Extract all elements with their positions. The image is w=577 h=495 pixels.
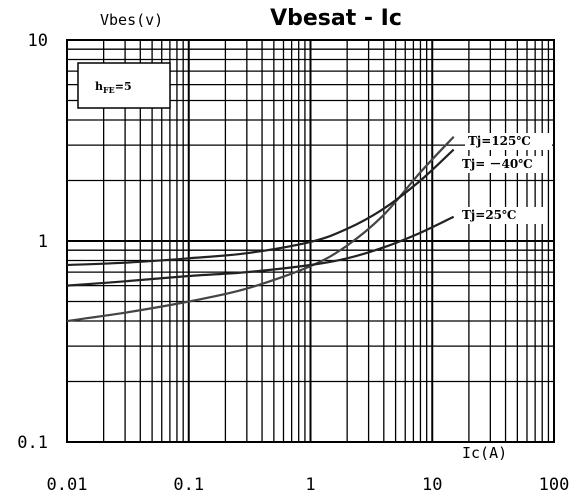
x-tick-label: 0.1: [173, 475, 204, 495]
curve-label-bg: [459, 207, 546, 224]
hfe-value: =5: [115, 80, 132, 93]
curve-labels: Tj=125℃ Tj= －40℃ Tj=25℃: [459, 133, 552, 224]
hfe-prefix: h: [95, 80, 103, 93]
x-tick-label: 1: [305, 475, 315, 495]
curve-label-3: Tj=25℃: [462, 208, 516, 222]
y-axis-label: Vbes(v): [100, 11, 163, 29]
series-line-2: [66, 148, 455, 267]
tick-labels: 0.01 0.1 1 10 100 0.1 1 10: [17, 31, 569, 495]
curve-label-bg: [465, 133, 552, 150]
y-tick-label: 10: [28, 31, 48, 51]
svg-text:hFE=5: hFE=5: [95, 80, 132, 95]
hfe-subscript: FE: [103, 85, 115, 95]
curve-label-1: Tj=125℃: [468, 134, 531, 148]
curve-label-2: Tj= －40℃: [462, 157, 533, 171]
y-tick-label: 0.1: [17, 433, 48, 453]
curve-label-bg: [459, 156, 546, 173]
x-tick-label: 10: [422, 475, 442, 495]
y-tick-label: 1: [38, 232, 48, 252]
series-line-1: [66, 136, 455, 323]
curves: [66, 136, 455, 323]
x-tick-label: 100: [539, 475, 570, 495]
chart-title: Vbesat - Ic: [270, 6, 402, 31]
hfe-annotation: hFE=5: [77, 62, 171, 109]
x-axis-label: Ic(A): [462, 444, 507, 462]
plot-frame: [66, 39, 555, 443]
series-line-3: [66, 215, 455, 287]
x-tick-label: 0.01: [47, 475, 88, 495]
